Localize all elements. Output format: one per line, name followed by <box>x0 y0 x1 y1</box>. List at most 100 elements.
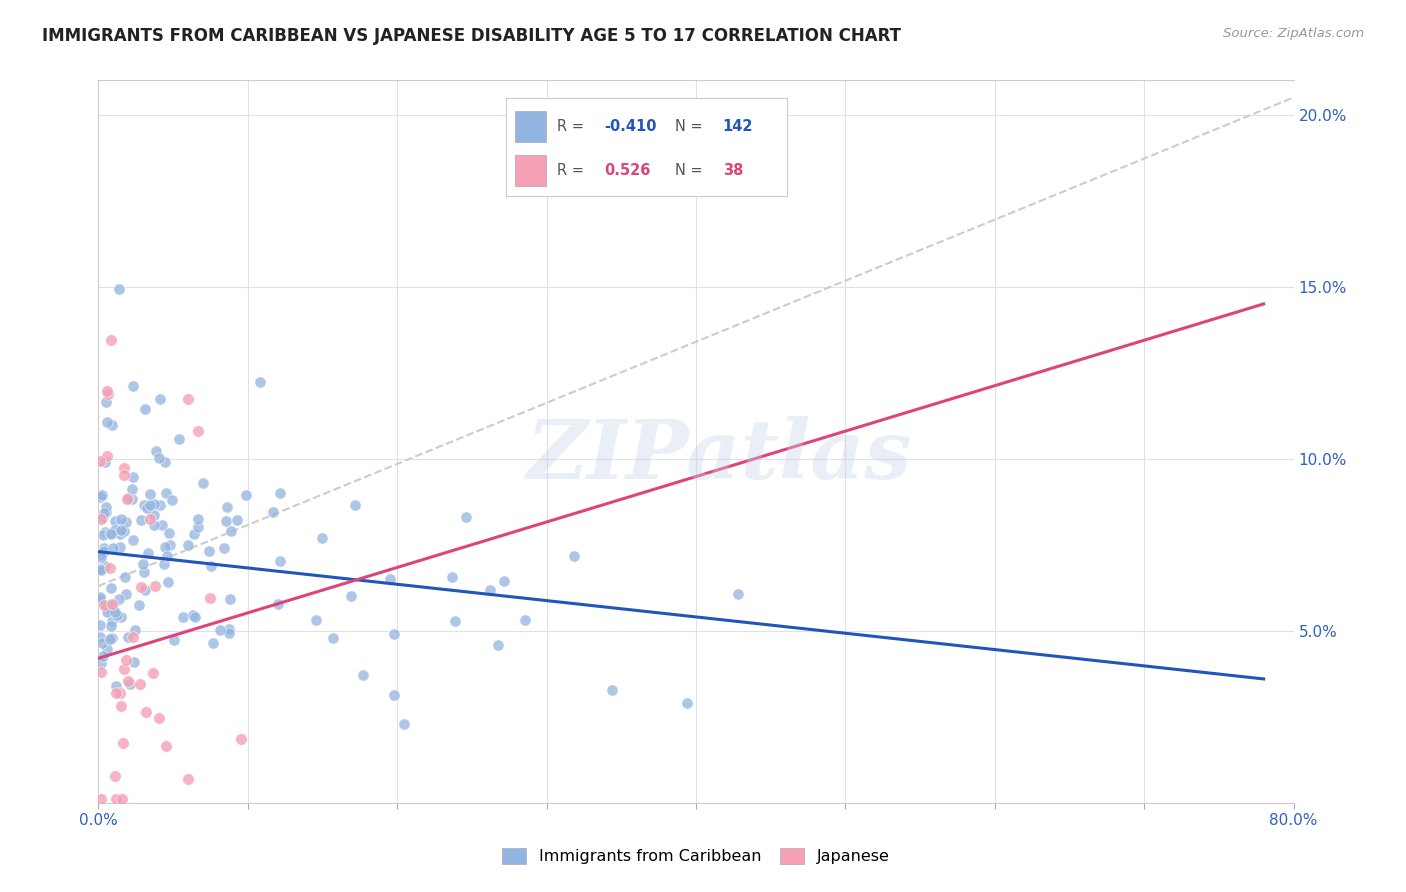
Point <box>117 491 139 505</box>
Point <box>104 605 127 619</box>
Point <box>727 587 749 601</box>
Point <box>90 512 112 526</box>
Point <box>108 686 131 700</box>
Point <box>139 512 162 526</box>
Point <box>111 736 134 750</box>
Point <box>157 525 180 540</box>
Point <box>112 524 135 538</box>
Point <box>93 598 115 612</box>
Point <box>121 379 143 393</box>
Point <box>269 554 291 568</box>
Point <box>100 527 122 541</box>
Text: R =: R = <box>557 163 583 178</box>
Point <box>209 623 232 637</box>
Point <box>89 491 111 505</box>
Point <box>101 615 124 629</box>
Point <box>322 631 344 645</box>
Point <box>134 565 156 579</box>
Point <box>155 486 177 500</box>
Point <box>142 508 165 522</box>
Point <box>105 792 128 806</box>
Point <box>132 558 155 572</box>
Point <box>97 386 120 401</box>
Point <box>121 482 143 496</box>
Point <box>90 549 112 564</box>
Point <box>105 607 128 622</box>
Text: IMMIGRANTS FROM CARIBBEAN VS JAPANESE DISABILITY AGE 5 TO 17 CORRELATION CHART: IMMIGRANTS FROM CARIBBEAN VS JAPANESE DI… <box>42 27 901 45</box>
Point <box>110 512 132 526</box>
Point <box>101 541 124 555</box>
Point <box>89 454 111 468</box>
Point <box>104 769 127 783</box>
Point <box>486 638 509 652</box>
Point <box>159 538 181 552</box>
Point <box>440 570 463 584</box>
Point <box>96 449 118 463</box>
Point <box>115 653 138 667</box>
Text: 38: 38 <box>723 163 742 178</box>
Point <box>112 662 135 676</box>
Point <box>143 579 166 593</box>
Point <box>93 541 115 555</box>
Point <box>104 523 127 537</box>
Point <box>139 498 162 512</box>
Point <box>214 541 236 555</box>
Point <box>153 557 176 571</box>
Point <box>201 636 224 650</box>
Point <box>181 608 204 623</box>
Point <box>184 609 207 624</box>
Point <box>128 599 150 613</box>
Text: 0.526: 0.526 <box>605 163 651 178</box>
Point <box>494 574 516 588</box>
Point <box>235 488 257 502</box>
Point <box>96 605 118 619</box>
Point <box>89 591 111 605</box>
Point <box>90 488 112 502</box>
Point <box>129 580 152 594</box>
Point <box>91 649 114 664</box>
Point <box>117 630 139 644</box>
Point <box>131 513 153 527</box>
Point <box>96 384 118 398</box>
Point <box>156 549 179 563</box>
Bar <box>515 155 546 186</box>
Point <box>200 591 222 606</box>
Point <box>89 630 111 644</box>
Point <box>91 528 114 542</box>
Point <box>90 563 112 577</box>
Point <box>117 674 139 689</box>
Point <box>478 583 501 598</box>
Point <box>149 498 172 512</box>
Point <box>187 424 209 438</box>
Point <box>145 444 167 458</box>
Point <box>142 518 165 533</box>
Point <box>187 512 209 526</box>
Point <box>94 558 117 573</box>
Point <box>114 515 136 529</box>
Point <box>172 610 194 624</box>
Point <box>150 518 173 533</box>
Point <box>94 524 117 539</box>
Point <box>89 618 111 632</box>
Point <box>218 591 240 606</box>
Point <box>89 562 111 576</box>
Point <box>382 627 405 641</box>
Point <box>110 698 132 713</box>
Point <box>149 392 172 406</box>
Point <box>142 665 165 680</box>
Point <box>122 533 145 547</box>
Point <box>153 540 176 554</box>
Point <box>90 665 112 679</box>
Point <box>104 685 127 699</box>
Point <box>96 415 118 429</box>
Point <box>157 575 180 590</box>
Point <box>262 505 284 519</box>
Point <box>91 509 114 524</box>
Point <box>115 587 138 601</box>
Point <box>215 514 238 528</box>
Point <box>96 642 118 657</box>
Point <box>104 679 127 693</box>
Point <box>352 668 374 682</box>
Point <box>249 375 271 389</box>
Point <box>121 631 143 645</box>
